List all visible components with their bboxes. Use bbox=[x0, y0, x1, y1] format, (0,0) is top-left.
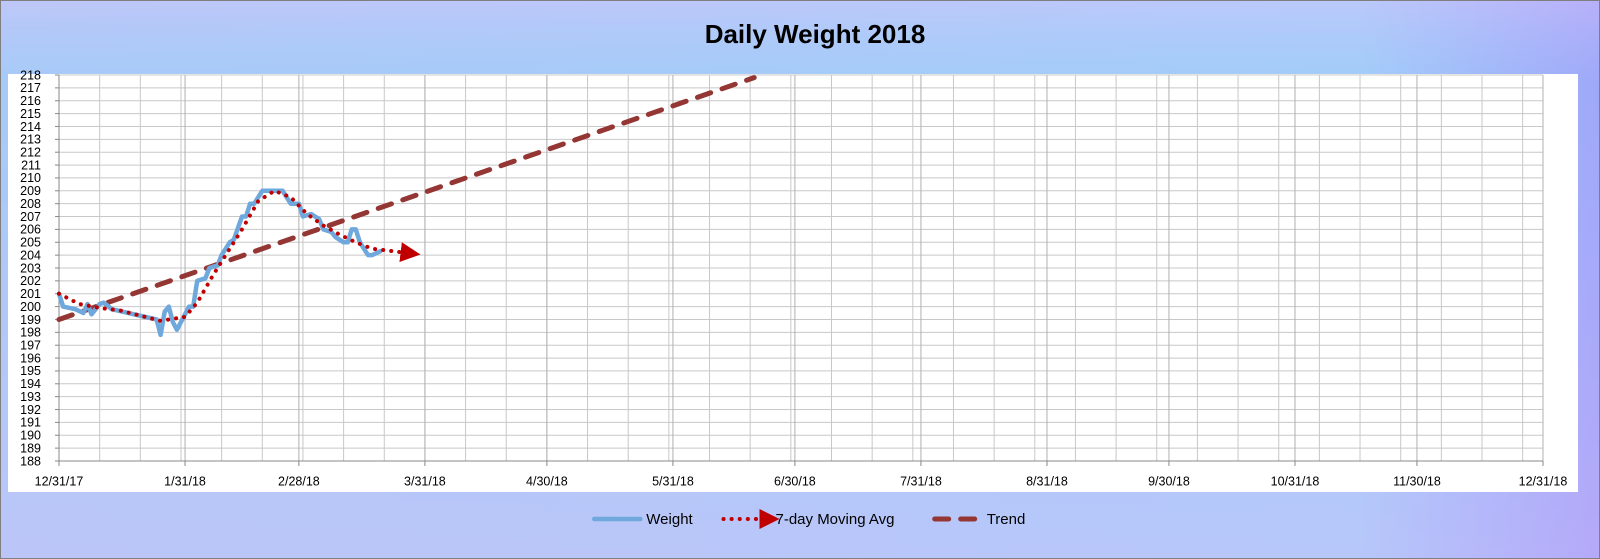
y-tick-label: 202 bbox=[20, 274, 41, 288]
chart-title: Daily Weight 2018 bbox=[705, 19, 926, 49]
x-tick-label: 3/31/18 bbox=[404, 474, 446, 488]
x-tick-label: 7/31/18 bbox=[900, 474, 942, 488]
legend: Weight 7-day Moving Avg Trend bbox=[592, 509, 1026, 529]
x-tick-label: 6/30/18 bbox=[774, 474, 816, 488]
y-tick-label: 193 bbox=[20, 390, 41, 404]
x-tick-label: 11/30/18 bbox=[1393, 474, 1441, 488]
y-tick-label: 209 bbox=[20, 184, 41, 198]
plot-background bbox=[8, 74, 1578, 492]
y-tick-label: 206 bbox=[20, 223, 41, 237]
x-tick-label: 8/31/18 bbox=[1026, 474, 1068, 488]
legend-label: 7-day Moving Avg bbox=[776, 511, 895, 528]
legend-label: Trend bbox=[987, 511, 1026, 528]
x-tick-label: 1/31/18 bbox=[164, 474, 206, 488]
y-tick-label: 190 bbox=[20, 429, 41, 443]
y-tick-label: 215 bbox=[20, 107, 41, 121]
y-tick-label: 205 bbox=[20, 236, 41, 250]
grid: 1881891901911921931941951961971981992002… bbox=[20, 68, 1567, 488]
series-line bbox=[56, 75, 757, 322]
series-line bbox=[57, 188, 421, 323]
y-tick-label: 212 bbox=[20, 145, 41, 159]
y-tick-label: 192 bbox=[20, 403, 41, 417]
y-tick-label: 213 bbox=[20, 133, 41, 147]
legend-label: Weight bbox=[646, 511, 693, 528]
y-tick-label: 195 bbox=[20, 364, 41, 378]
x-tick-label: 10/31/18 bbox=[1271, 474, 1320, 488]
y-tick-label: 196 bbox=[20, 351, 41, 365]
series-line bbox=[56, 188, 383, 338]
plot bbox=[56, 75, 757, 338]
y-tick-label: 216 bbox=[20, 94, 41, 108]
y-tick-label: 218 bbox=[20, 68, 41, 82]
y-tick-label: 199 bbox=[20, 313, 41, 327]
y-tick-label: 201 bbox=[20, 287, 41, 301]
y-tick-label: 188 bbox=[20, 454, 41, 468]
y-tick-label: 191 bbox=[20, 416, 41, 430]
y-tick-label: 217 bbox=[20, 81, 41, 95]
y-tick-label: 214 bbox=[20, 120, 41, 134]
x-tick-label: 9/30/18 bbox=[1148, 474, 1190, 488]
x-tick-label: 12/31/18 bbox=[1519, 474, 1568, 488]
y-tick-label: 189 bbox=[20, 441, 41, 455]
y-tick-label: 204 bbox=[20, 248, 41, 262]
y-tick-label: 197 bbox=[20, 338, 41, 352]
y-tick-label: 203 bbox=[20, 261, 41, 275]
x-tick-label: 5/31/18 bbox=[652, 474, 694, 488]
y-tick-label: 194 bbox=[20, 377, 41, 391]
y-tick-label: 208 bbox=[20, 197, 41, 211]
x-tick-label: 12/31/17 bbox=[35, 474, 84, 488]
y-tick-label: 200 bbox=[20, 300, 41, 314]
y-tick-label: 198 bbox=[20, 326, 41, 340]
x-tick-label: 2/28/18 bbox=[278, 474, 320, 488]
y-tick-label: 211 bbox=[21, 158, 41, 172]
y-tick-label: 210 bbox=[20, 171, 41, 185]
y-tick-label: 207 bbox=[20, 210, 41, 224]
x-tick-label: 4/30/18 bbox=[526, 474, 568, 488]
